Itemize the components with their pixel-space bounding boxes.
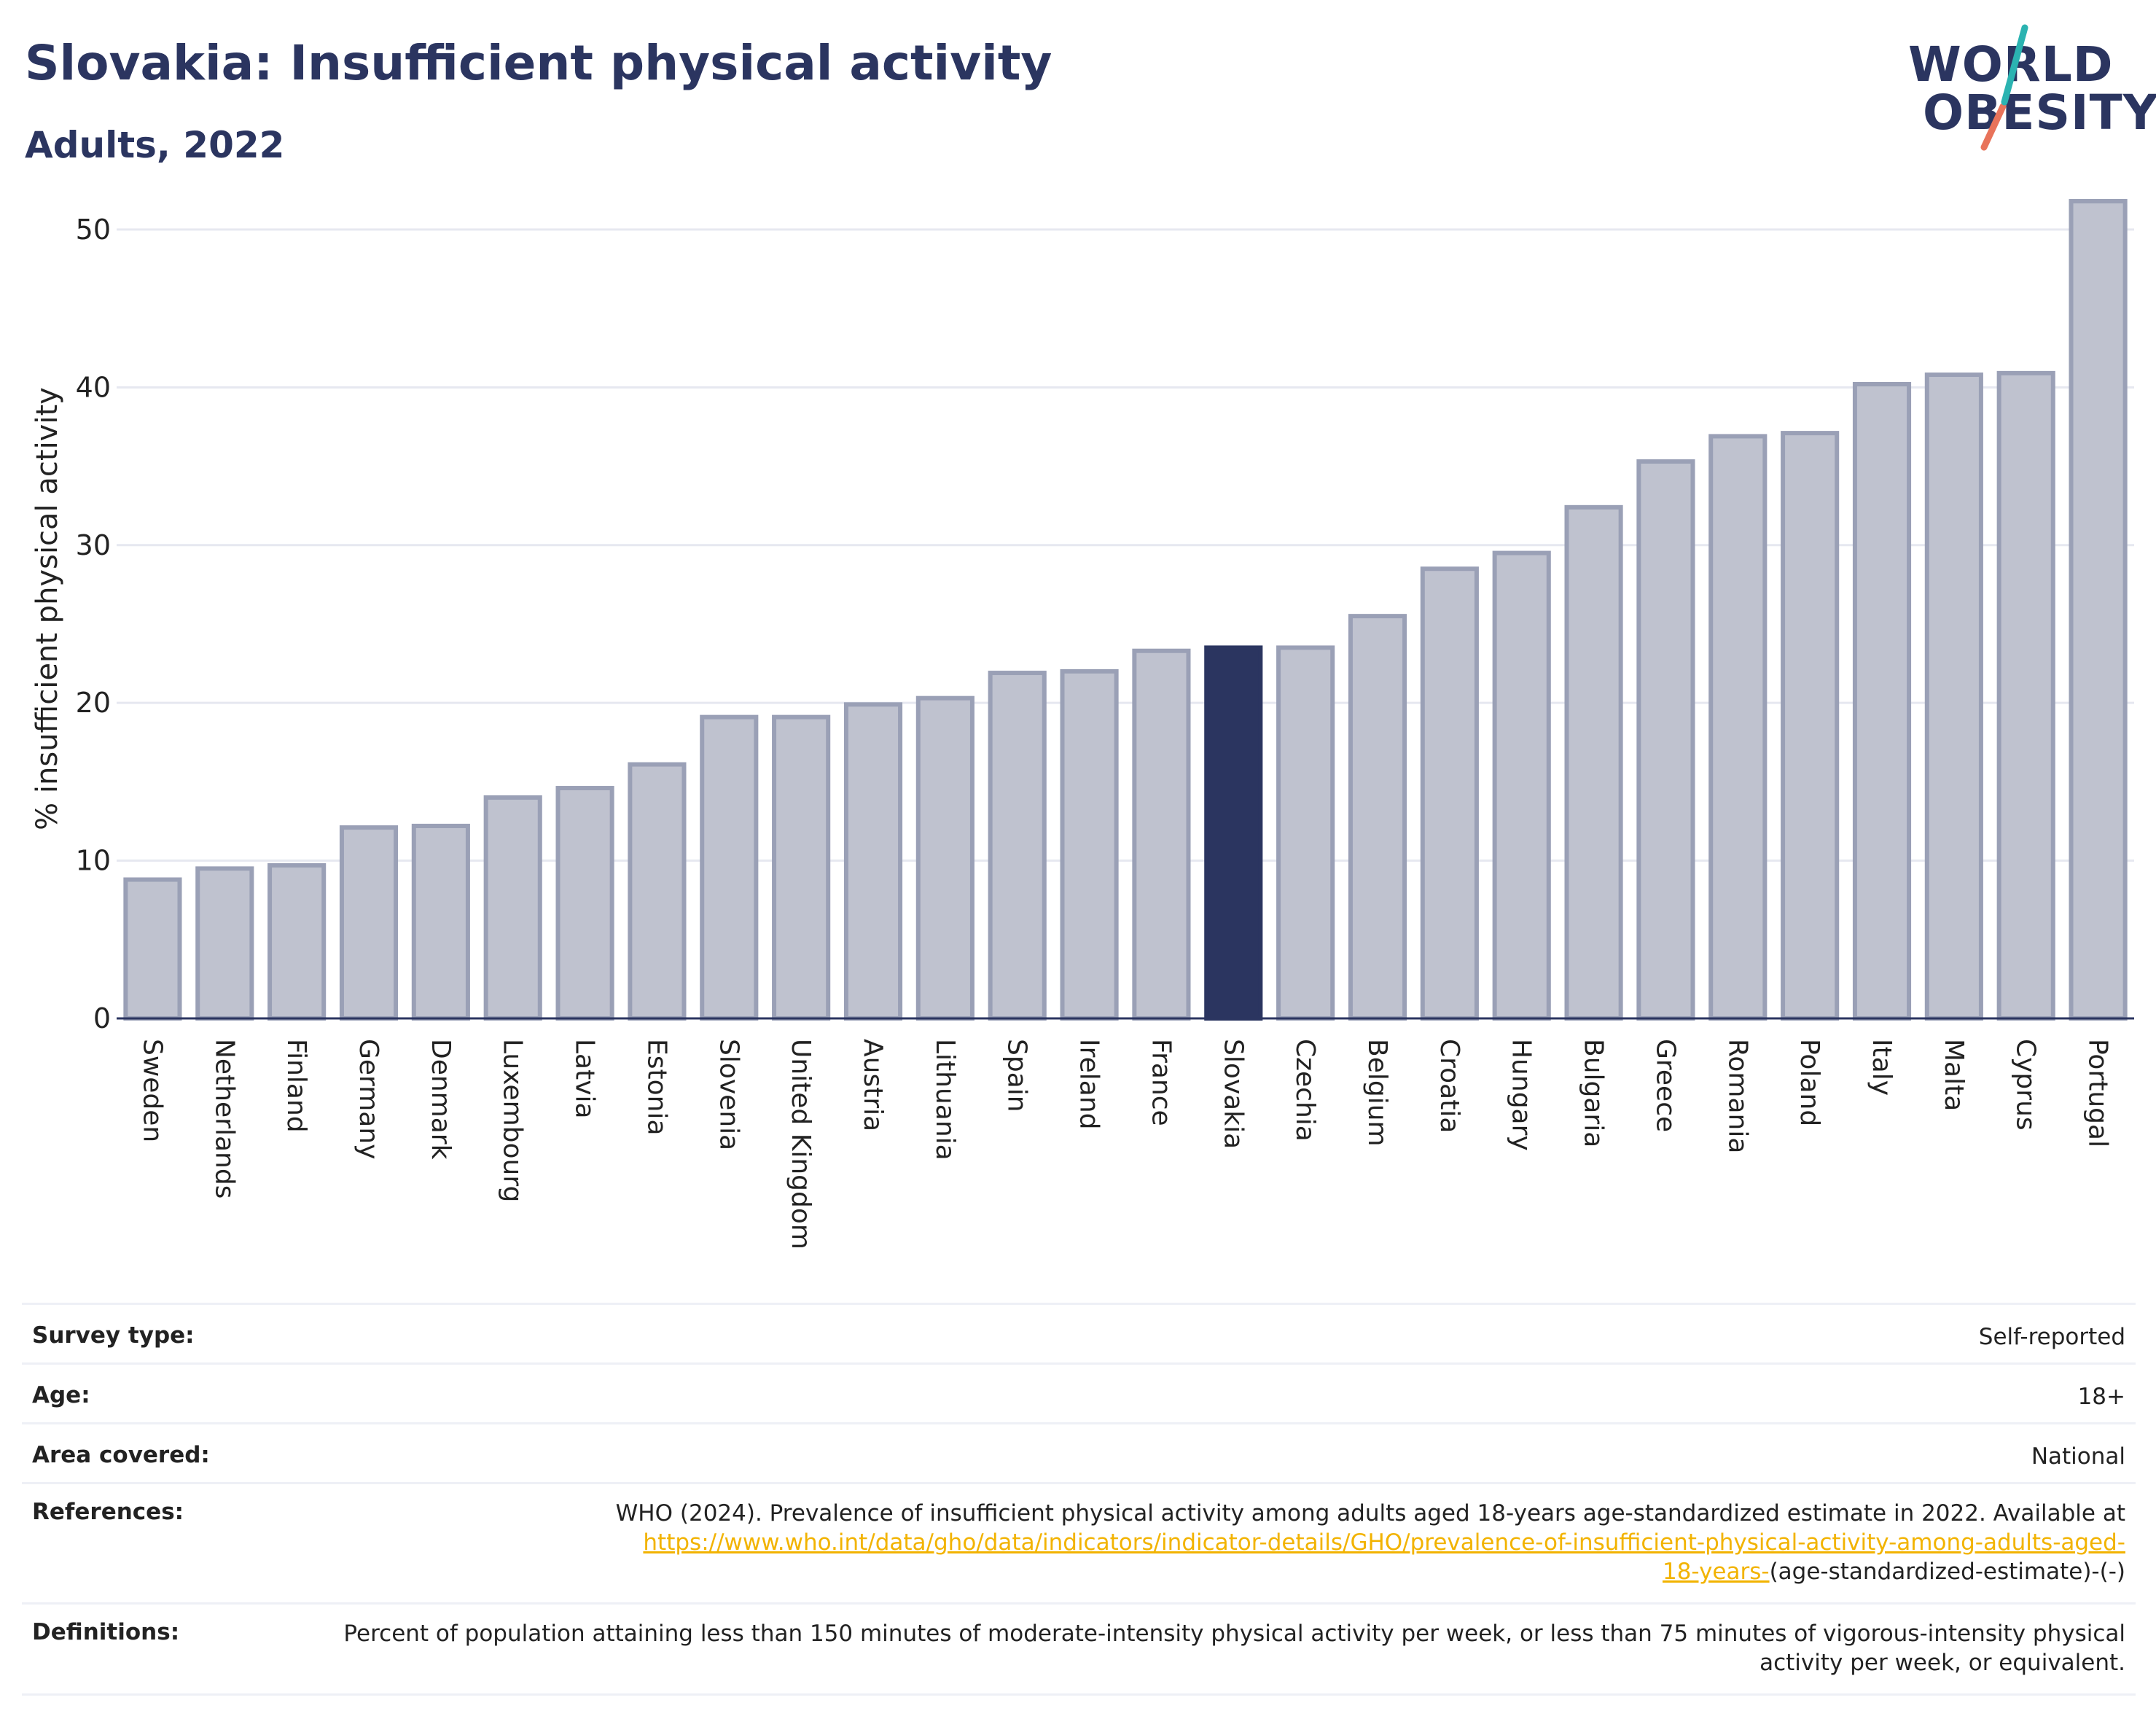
definitions-label: Definitions: [22,1602,328,1696]
chart-subtitle: Adults, 2022 [25,124,285,166]
definitions-value: Percent of population attaining less tha… [328,1602,2136,1696]
survey-type-label: Survey type: [22,1303,328,1365]
references-label: References: [22,1482,328,1605]
bar [1924,373,1983,1021]
bar [1564,504,1623,1021]
logo-slash-icon [1980,24,2028,151]
age-label: Age: [22,1362,328,1424]
bar [1781,431,1840,1021]
x-tick-label: Romania [1722,1039,1752,1153]
bar [772,714,831,1021]
references-text: WHO (2024). Prevalence of insufficient p… [615,1500,2125,1527]
y-tick-label: 20 [76,687,111,719]
x-tick-label: Germany [354,1039,383,1159]
x-tick-label: Latvia [570,1039,600,1119]
table-row: Definitions: Percent of population attai… [22,1602,2136,1696]
bar-highlight [1204,645,1263,1021]
info-table: Survey type: Self-reported Age: 18+ Area… [22,1303,2136,1696]
table-row: Age: 18+ [22,1362,2136,1424]
x-tick-label: United Kingdom [786,1039,816,1249]
x-tick-label: Ireland [1074,1039,1104,1130]
x-tick-label: Estonia [641,1039,671,1136]
bars [123,198,2128,1021]
bar [1492,550,1551,1021]
bar [195,866,254,1021]
survey-type-value: Self-reported [328,1303,2136,1365]
x-tick-label: Slovenia [714,1039,743,1150]
bar-chart: 0 10 20 30 40 50 Sweden Netherlands Finland Germ… [31,198,2134,1249]
logo-text-obesity: OBESITY [1923,85,2156,141]
bar [1636,459,1695,1021]
x-tick-label: Spain [1002,1039,1032,1112]
bar [1132,648,1191,1021]
x-tick-label: Czechia [1290,1039,1320,1142]
age-value: 18+ [328,1362,2136,1424]
references-link-line1: https://www.who.int/data/gho/data/indica… [643,1529,2125,1556]
bar [1708,434,1768,1021]
bar [988,671,1047,1021]
y-tick-label: 10 [76,845,111,877]
bar [555,786,614,1021]
bar [1996,370,2055,1021]
y-tick-labels: 0 10 20 30 40 50 [76,214,111,1034]
x-tick-label: Croatia [1434,1039,1464,1133]
bar [700,714,759,1021]
y-axis-label: % insufficient physical activity [31,387,64,830]
bar [1060,668,1119,1021]
world-obesity-logo: WORLD OBESITY [1902,22,2156,153]
x-tick-label: Denmark [426,1039,456,1160]
references-value: WHO (2024). Prevalence of insufficient p… [328,1482,2136,1605]
y-tick-label: 50 [76,214,111,246]
x-tick-label: Bulgaria [1579,1039,1609,1147]
bar [483,795,542,1021]
x-tick-label: France [1146,1039,1176,1126]
bar [843,702,903,1021]
x-tick-label: Greece [1650,1039,1680,1132]
x-tick-label: Lithuania [930,1039,960,1161]
x-tick-label: Hungary [1507,1039,1536,1151]
chart-title: Slovakia: Insufficient physical activity [25,35,1052,91]
bar [267,863,327,1021]
references-link-line2: 18-years- [1662,1559,1770,1585]
bar [1276,645,1335,1021]
x-tick-label: Portugal [2083,1039,2113,1147]
y-tick-label: 0 [93,1002,111,1034]
x-tick-label: Belgium [1362,1039,1392,1147]
area-covered-value: National [328,1422,2136,1484]
x-tick-label: Malta [1939,1039,1969,1111]
bar [1420,566,1479,1021]
y-tick-label: 30 [76,529,111,561]
x-tick-label: Slovakia [1218,1039,1248,1149]
bar [915,695,975,1021]
table-row: Survey type: Self-reported [22,1303,2136,1365]
bar [628,762,687,1021]
bar [411,823,470,1021]
bar [1348,614,1407,1021]
table-row: References: WHO (2024). Prevalence of in… [22,1482,2136,1605]
area-covered-label: Area covered: [22,1422,328,1484]
x-tick-label: Austria [858,1039,888,1131]
y-tick-label: 40 [76,371,111,403]
x-tick-label: Netherlands [209,1039,239,1198]
x-tick-label: Cyprus [2011,1039,2041,1131]
bar [2069,198,2128,1021]
bar [123,877,182,1021]
x-tick-label: Sweden [137,1039,167,1142]
references-link[interactable]: https://www.who.int/data/gho/data/indica… [643,1529,2125,1585]
x-tick-label: Poland [1794,1039,1824,1126]
x-tick-labels: Sweden Netherlands Finland Germany Denmark Lu… [137,1039,2112,1249]
x-tick-label: Italy [1867,1039,1897,1096]
x-tick-label: Luxembourg [498,1039,528,1202]
x-tick-label: Finland [281,1039,311,1133]
bar [339,825,399,1021]
bar [1852,382,1912,1021]
table-row: Area covered: National [22,1422,2136,1484]
references-suffix: (age-standardized-estimate)-(-) [1769,1559,2125,1585]
